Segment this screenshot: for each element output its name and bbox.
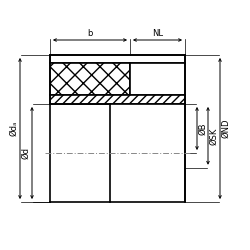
Text: Ødₐ: Ødₐ [9, 121, 18, 136]
Text: b: b [87, 29, 93, 38]
Bar [50, 63, 130, 95]
Bar [50, 95, 185, 104]
Text: Ød: Ød [21, 147, 30, 159]
Text: ØND: ØND [221, 119, 230, 138]
Text: ØSK: ØSK [209, 127, 218, 144]
Bar [110, 104, 185, 202]
Bar [130, 63, 185, 95]
Text: NL: NL [152, 29, 163, 38]
Bar [50, 55, 185, 63]
Text: ØB: ØB [198, 122, 207, 135]
